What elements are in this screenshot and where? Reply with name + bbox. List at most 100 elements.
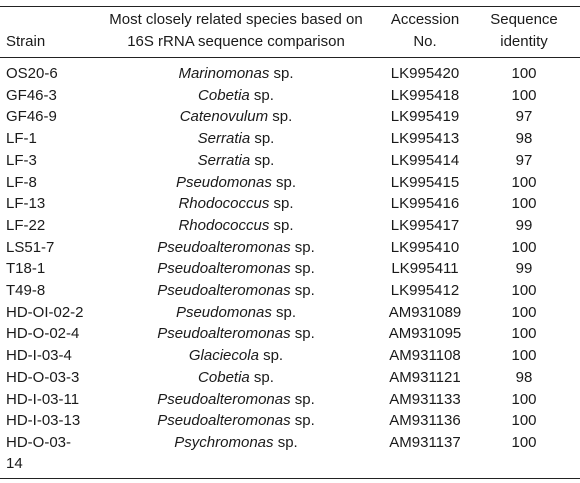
strain-cell: LF-22 <box>6 216 46 234</box>
accession-cell: AM931121 <box>389 368 461 386</box>
identity-cell: 100 <box>511 282 537 299</box>
identity-cell: 100 <box>511 433 537 451</box>
species-cell: Cobetia sp. <box>95 367 377 388</box>
species-cell: Pseudomonas sp. <box>95 302 377 323</box>
suffix: sp. <box>277 433 298 451</box>
accession-cell: AM931137 <box>389 433 461 451</box>
genus: Pseudoalteromonas <box>157 390 291 408</box>
accession-cell: LK995411 <box>391 260 459 278</box>
accession-cell: LK995416 <box>390 195 460 213</box>
strain-cell: HD-O-03-14 <box>6 433 72 472</box>
accession-cell: LK995415 <box>390 173 460 191</box>
species-cell: Glaciecola sp. <box>95 345 377 366</box>
genus: Serratia <box>197 130 251 148</box>
accession-cell: LK995412 <box>390 282 460 299</box>
accession-cell: AM931133 <box>389 390 461 408</box>
genus: Rhodococcus <box>178 216 270 234</box>
genus: Psychromonas <box>174 433 274 451</box>
strain-cell: LF-8 <box>6 173 37 191</box>
genus: Catenovulum <box>179 108 269 126</box>
strain-cell: HD-O-03-3 <box>6 368 80 386</box>
species-cell: Pseudoalteromonas sp. <box>95 410 377 431</box>
genus: Pseudomonas <box>175 173 272 191</box>
suffix: sp. <box>294 412 315 430</box>
suffix: sp. <box>253 368 274 386</box>
species-cell: Serratia sp. <box>95 128 377 149</box>
suffix: sp. <box>254 130 275 148</box>
genus: Pseudoalteromonas <box>157 412 291 430</box>
genus: Cobetia <box>198 86 250 104</box>
genus: Pseudoalteromonas <box>157 260 291 278</box>
strain-cell: HD-I-03-13 <box>6 412 81 430</box>
suffix: sp. <box>276 303 297 321</box>
strain-cell: GF46-3 <box>6 86 57 104</box>
species-cell: Rhodococcus sp. <box>95 193 377 214</box>
species-cell: Pseudoalteromonas sp. <box>95 323 377 344</box>
bottom-rule <box>0 478 580 479</box>
suffix: sp. <box>272 108 293 126</box>
suffix: sp. <box>273 216 294 234</box>
suffix: sp. <box>253 86 274 104</box>
genus: Rhodococcus <box>178 195 270 213</box>
identity-cell: 100 <box>511 65 537 82</box>
accession-cell: LK995417 <box>390 216 460 234</box>
species-cell: Marinomonas sp. <box>95 63 377 84</box>
identity-cell: 100 <box>511 325 537 343</box>
species-cell: Pseudoalteromonas sp. <box>95 237 377 258</box>
suffix: sp. <box>273 195 294 213</box>
identity-cell: 98 <box>515 130 533 148</box>
suffix: sp. <box>263 347 284 365</box>
identity-cell: 99 <box>515 216 533 234</box>
top-rule <box>0 6 580 7</box>
accession-cell: LK995410 <box>390 238 460 256</box>
strain-cell: LS51-7 <box>6 238 55 256</box>
suffix: sp. <box>294 325 315 343</box>
suffix: sp. <box>294 260 315 278</box>
species-cell: Serratia sp. <box>95 150 377 171</box>
species-cell: Psychromonas sp. <box>95 432 377 453</box>
genus: Pseudoalteromonas <box>157 238 291 256</box>
strain-cell: HD-I-03-4 <box>6 347 72 365</box>
strain-cell: HD-OI-02-2 <box>6 303 84 321</box>
strain-cell: GF46-9 <box>6 108 57 126</box>
genus: Serratia <box>197 151 251 169</box>
species-cell: Catenovulum sp. <box>95 106 377 127</box>
strain-cell: OS20-6 <box>6 65 58 82</box>
accession-cell: LK995420 <box>390 65 460 82</box>
header-cell: Most closely related species based on 16… <box>109 11 363 50</box>
identity-cell: 97 <box>515 108 533 126</box>
identity-cell: 100 <box>511 86 537 104</box>
species-cell: Pseudoalteromonas sp. <box>95 389 377 410</box>
identity-cell: 100 <box>511 173 537 191</box>
accession-cell: AM931108 <box>389 347 461 365</box>
header-rule <box>0 57 580 58</box>
identity-cell: 97 <box>515 151 533 169</box>
species-cell: Rhodococcus sp. <box>95 215 377 236</box>
species-cell: Pseudoalteromonas sp. <box>95 258 377 279</box>
genus: Cobetia <box>198 368 250 386</box>
accession-cell: LK995413 <box>390 130 460 148</box>
genus: Marinomonas <box>178 65 270 82</box>
genus: Pseudoalteromonas <box>157 282 291 299</box>
strain-cell: T18-1 <box>6 260 46 278</box>
species-cell: Cobetia sp. <box>95 85 377 106</box>
species-cell: Pseudoalteromonas sp. <box>95 280 377 301</box>
identity-cell: 100 <box>511 238 537 256</box>
suffix: sp. <box>276 173 297 191</box>
genus: Pseudoalteromonas <box>157 325 291 343</box>
suffix: sp. <box>273 65 294 82</box>
identity-cell: 99 <box>515 260 533 278</box>
strain-cell: HD-O-02-4 <box>6 325 80 343</box>
header-cell: Accession No. <box>390 11 460 50</box>
strain-cell: HD-I-03-11 <box>6 390 80 408</box>
identity-cell: 100 <box>511 390 537 408</box>
accession-cell: LK995418 <box>390 86 460 104</box>
species-cell: Pseudomonas sp. <box>95 172 377 193</box>
identity-cell: 98 <box>515 368 533 386</box>
identity-cell: 100 <box>511 195 537 213</box>
strain-cell: T49-8 <box>6 282 46 299</box>
suffix: sp. <box>294 390 315 408</box>
identity-cell: 100 <box>511 412 537 430</box>
genus: Glaciecola <box>188 347 259 365</box>
